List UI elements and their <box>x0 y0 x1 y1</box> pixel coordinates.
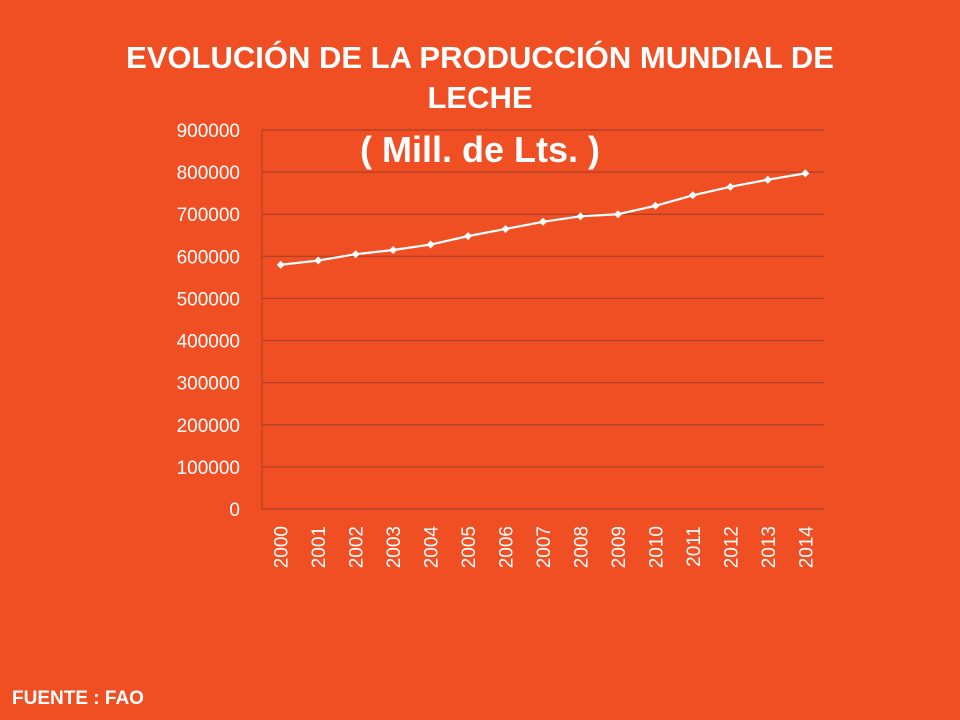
data-point <box>351 250 360 259</box>
data-point <box>314 256 323 265</box>
y-tick-label: 100000 <box>177 458 240 479</box>
chart-subtitle: ( Mill. de Lts. ) <box>360 129 600 170</box>
x-tick-label: 2005 <box>459 526 480 568</box>
y-tick-label: 400000 <box>177 332 240 353</box>
data-point <box>726 182 735 191</box>
y-tick-label: 900000 <box>177 121 240 142</box>
title-line-2: LECHE <box>427 80 533 115</box>
data-point <box>276 260 285 269</box>
source-note: FUENTE : FAO <box>12 688 144 709</box>
data-point <box>389 246 398 255</box>
y-tick-label: 700000 <box>177 205 240 226</box>
data-point <box>688 191 697 200</box>
y-tick-label: 500000 <box>177 289 240 310</box>
x-tick-label: 2004 <box>422 526 443 569</box>
y-tick-label: 0 <box>229 500 240 521</box>
y-axis-labels: 0 100000 200000 300000 400000 500000 600000 700… <box>177 121 240 521</box>
series-line <box>276 169 810 269</box>
x-tick-label: 2010 <box>646 526 667 568</box>
data-point <box>801 169 810 178</box>
x-tick-label: 2006 <box>497 526 518 568</box>
slide-title: EVOLUCIÓN DE LA PRODUCCIÓN MUNDIAL DE LE… <box>0 38 960 118</box>
title-line-1: EVOLUCIÓN DE LA PRODUCCIÓN MUNDIAL DE <box>126 40 834 75</box>
x-tick-label: 2008 <box>571 526 592 568</box>
x-tick-label: 2001 <box>309 526 330 568</box>
y-tick-label: 300000 <box>177 374 240 395</box>
y-tick-label: 600000 <box>177 247 240 268</box>
x-tick-label: 2003 <box>384 526 405 568</box>
x-tick-label: 2011 <box>684 526 705 567</box>
x-axis-labels: 2000 2001 2002 2003 2004 2005 2006 2007 2008 2009… <box>272 526 818 569</box>
data-point <box>613 210 622 219</box>
data-point <box>501 224 510 233</box>
gridlines <box>261 129 824 510</box>
x-tick-label: 2014 <box>796 526 817 569</box>
x-tick-label: 2013 <box>759 526 780 568</box>
y-tick-label: 200000 <box>177 416 240 437</box>
x-tick-label: 2009 <box>609 526 630 568</box>
x-tick-label: 2007 <box>534 526 555 568</box>
data-point <box>426 240 435 249</box>
x-tick-label: 2000 <box>272 526 293 568</box>
data-point <box>651 201 660 210</box>
y-tick-label: 800000 <box>177 163 240 184</box>
x-tick-label: 2002 <box>347 526 368 568</box>
data-point <box>539 217 547 226</box>
data-point <box>763 175 772 184</box>
data-point <box>464 232 473 241</box>
x-tick-label: 2012 <box>721 526 742 568</box>
data-point <box>576 212 585 221</box>
